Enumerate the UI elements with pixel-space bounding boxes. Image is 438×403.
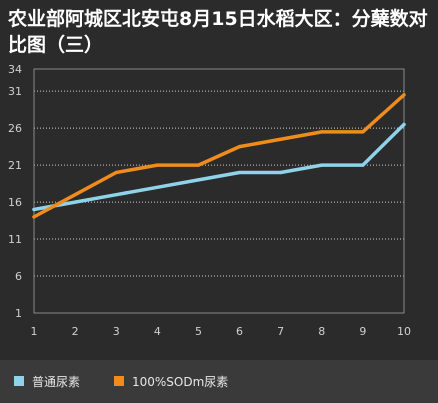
- series-1-point: [155, 185, 159, 189]
- x-tick-label: 9: [359, 325, 366, 338]
- y-tick-label: 26: [8, 122, 22, 135]
- x-tick-label: 8: [318, 325, 325, 338]
- series-2-point: [320, 130, 324, 134]
- series-2-point: [279, 137, 283, 141]
- series-2-point: [361, 130, 365, 134]
- series-2-point: [114, 170, 118, 175]
- legend-swatch-series-2: [114, 376, 124, 386]
- series-1-point: [402, 122, 406, 127]
- legend-label-series-2: 100%SODm尿素: [132, 374, 229, 389]
- y-tick-label: 21: [8, 159, 22, 172]
- chart-title: 农业部阿城区北安屯8月15日水稻大区：分蘖数对比图（三）: [8, 8, 428, 56]
- x-tick-label: 6: [236, 325, 243, 338]
- series-1-point: [279, 170, 283, 175]
- series-1-point: [237, 170, 242, 175]
- series-1-point: [196, 178, 201, 182]
- legend-label-series-1: 普通尿素: [32, 374, 81, 389]
- y-tick-label: 34: [8, 63, 22, 76]
- x-tick-label: 2: [72, 325, 79, 338]
- series-2-point: [237, 145, 242, 149]
- series-1-point: [361, 163, 365, 167]
- plot-border: [33, 68, 405, 314]
- x-tick-label: 7: [277, 325, 284, 338]
- series-1-point: [320, 163, 324, 167]
- series-2-point: [155, 163, 159, 167]
- legend-item-series-2: 100%SODm尿素: [114, 373, 228, 389]
- x-tick-label: 3: [113, 325, 120, 338]
- x-tick-label: 4: [154, 325, 161, 338]
- series-1-point: [114, 193, 118, 197]
- legend-swatch-series-1: [14, 376, 24, 386]
- series-line-1: [32, 122, 406, 212]
- series-1-point: [73, 200, 77, 204]
- series-2-point: [196, 163, 201, 167]
- y-tick-label: 1: [15, 307, 22, 320]
- y-tick-label: 11: [8, 233, 22, 246]
- chart-legend: 普通尿素 100%SODm尿素: [0, 360, 438, 403]
- series-2-point: [73, 193, 77, 197]
- x-tick-label: 10: [397, 325, 411, 338]
- y-tick-label: 6: [15, 270, 22, 283]
- series-2-point: [32, 215, 36, 219]
- series-1-point: [32, 207, 36, 212]
- x-tick-label: 5: [195, 325, 202, 338]
- series-2-point: [402, 93, 406, 97]
- x-tick-label: 1: [31, 325, 38, 338]
- y-tick-label: 16: [8, 196, 22, 209]
- series-line-2: [32, 93, 406, 219]
- legend-item-series-1: 普通尿素: [14, 373, 80, 389]
- y-tick-label: 31: [8, 85, 22, 98]
